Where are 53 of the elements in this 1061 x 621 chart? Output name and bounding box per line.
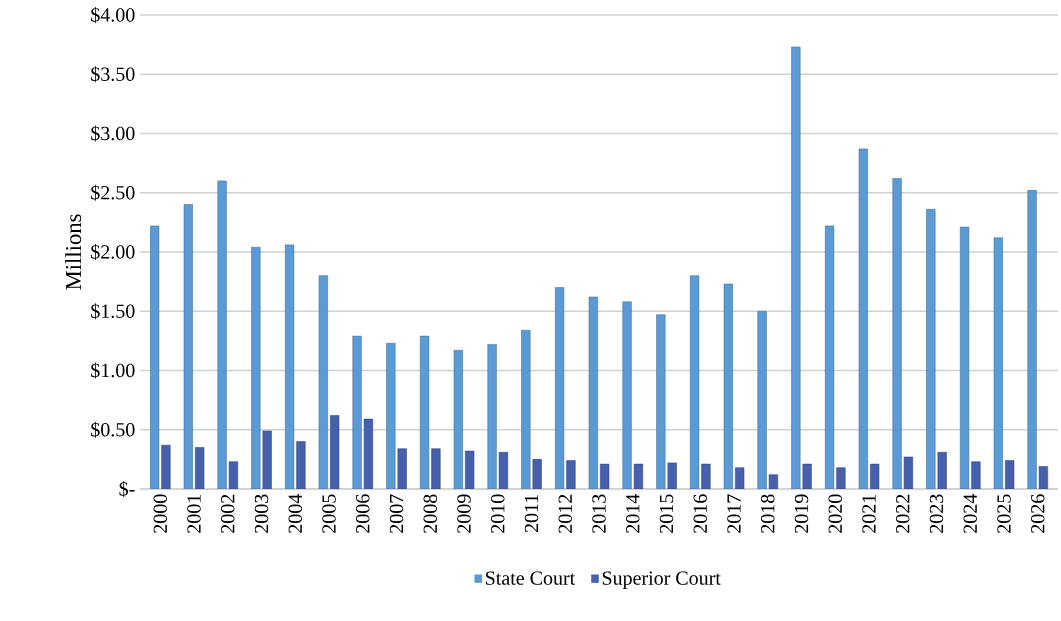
- y-tick-label: $0.50: [91, 421, 135, 438]
- x-tick-label: 2018: [761, 494, 775, 533]
- x-tick-label: 2013: [592, 494, 606, 533]
- x-tick-label: 2008: [423, 494, 437, 533]
- x-tick-label: 2019: [794, 494, 809, 533]
- bar: [487, 344, 497, 489]
- x-tick-label: 2017: [727, 494, 741, 533]
- y-axis-title: Millions: [65, 214, 82, 290]
- y-tick-label: $3.50: [91, 66, 135, 83]
- bar: [296, 441, 306, 489]
- y-tick-label: $-: [119, 481, 135, 497]
- y-tick-label: $2.00: [91, 244, 135, 260]
- x-tick-label: 2000: [153, 494, 167, 533]
- bar: [386, 342, 396, 489]
- x-tick-label: 2021: [862, 494, 876, 533]
- x-tick-label: 2007: [389, 494, 404, 533]
- x-tick-label: 2006: [356, 494, 370, 533]
- bar: [217, 180, 227, 489]
- x-tick-label: 2024: [963, 494, 977, 533]
- y-tick-label: $4.00: [91, 7, 135, 23]
- y-tick-label: $1.50: [91, 303, 135, 320]
- x-tick-label: 2022: [896, 494, 910, 533]
- y-tick-label: $3.00: [91, 125, 135, 142]
- bar: [926, 209, 936, 489]
- x-tick-label: 2009: [457, 494, 471, 533]
- bar: [352, 335, 362, 489]
- y-tick-label: $2.50: [91, 184, 135, 201]
- x-tick-label: 2015: [659, 494, 674, 533]
- x-tick-label: 2025: [997, 494, 1011, 533]
- x-tick-label: 2023: [929, 494, 944, 533]
- bar: [521, 329, 531, 489]
- x-tick-label: 2026: [1031, 494, 1045, 533]
- bar: [656, 314, 666, 489]
- bar: [791, 46, 801, 489]
- x-tick-label: 2004: [288, 494, 302, 533]
- x-tick-label: 2001: [187, 494, 201, 533]
- legend-label: Superior Court: [602, 571, 721, 589]
- x-tick-label: 2020: [828, 494, 842, 533]
- x-tick-label: 2016: [693, 494, 707, 533]
- x-tick-label: 2011: [524, 494, 539, 533]
- bar: [622, 301, 632, 489]
- bar: [1027, 190, 1037, 489]
- legend-label: State Court: [486, 571, 576, 585]
- x-tick-label: 2012: [558, 494, 572, 533]
- bar: [892, 178, 902, 489]
- x-tick-label: 2014: [626, 494, 640, 533]
- x-tick-label: 2010: [491, 494, 505, 533]
- x-tick-label: 2002: [221, 494, 235, 533]
- x-tick-label: 2003: [254, 494, 269, 533]
- y-tick-label: $1.00: [91, 362, 135, 379]
- x-tick-label: 2005: [322, 494, 336, 533]
- bar: [757, 310, 767, 489]
- bar: [251, 246, 261, 489]
